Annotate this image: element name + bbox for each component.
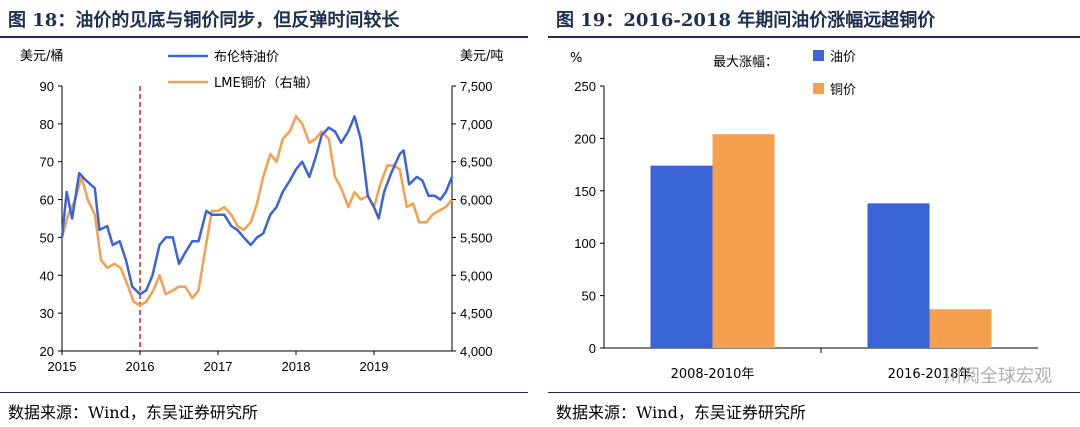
y-tick-label: 200 [574,131,596,146]
y2-tick-label: 4,000 [460,344,493,359]
x-tick-label: 2015 [48,359,77,374]
title-divider [0,36,528,38]
y2-tick-label: 6,500 [460,155,493,170]
chart-title: 图 18：油价的见底与铜价同步，但反弹时间较长 [8,10,400,31]
source-divider [548,392,1080,393]
x-tick-label: 2019 [360,359,389,374]
y-tick-label: 60 [40,193,54,208]
y-tick-label: 40 [40,268,54,283]
y2-tick-label: 7,500 [460,79,493,94]
legend-title: 最大涨幅： [713,55,778,70]
x-category-label: 2008-2010年 [671,367,755,382]
y-tick-label: 250 [574,79,596,94]
x-tick-label: 2018 [282,359,311,374]
x-tick-label: 2017 [204,359,233,374]
y2-tick-label: 6,000 [460,193,493,208]
x-category-label: 2016-2018年 [888,367,972,382]
lme-copper-line [60,115,453,307]
chart-title: 图 19：2016-2018 年期间油价涨幅远超铜价 [556,10,936,31]
y-axis-label-right: 美元/吨 [460,49,503,64]
brent-oil-line [60,115,454,296]
title-divider [548,36,1080,38]
source-divider [0,392,528,393]
y2-tick-label: 5,000 [460,268,493,283]
legend-label: 油价 [830,50,856,65]
y-tick-label: 50 [40,230,54,245]
bar-copper [712,134,775,348]
bar-chart-panel: 图 19：2016-2018 年期间油价涨幅远超铜价 % 0 50 100 150 20… [548,0,1080,427]
legend-swatch [813,50,824,61]
legend-label: 布伦特油价 [214,50,279,65]
bar-copper [929,309,992,348]
source-note: 数据来源：Wind，东吴证券研究所 [556,403,806,422]
y-axis-label-left: 美元/桶 [20,49,63,64]
bar-chart-svg: % 0 50 100 150 200 250 2008-2010年 2016-2018年 最… [570,50,1038,382]
y-tick-label: 20 [40,344,54,359]
bar-oil [867,203,930,348]
line-chart-panel: 图 18：油价的见底与铜价同步，但反弹时间较长 美元/桶 美元/吨 20 30 40… [0,0,528,427]
line-chart-svg: 美元/桶 美元/吨 20 30 40 50 60 70 80 90 4,000 4,500 5,00… [20,49,503,374]
legend-label: LME铜价（右轴） [214,76,319,91]
legend-label: 铜价 [830,83,856,98]
watermark-text: 川阅全球宏观 [944,366,1052,387]
y-tick-label: 90 [40,79,54,94]
y-tick-label: 70 [40,155,54,170]
y-tick-label: 150 [574,184,596,199]
y-tick-label: 50 [582,289,596,304]
x-tick-label: 2016 [126,359,155,374]
y-axis-label: % [570,51,582,66]
y-tick-label: 30 [40,306,54,321]
y-tick-label: 100 [574,236,596,251]
legend-swatch [813,83,824,94]
y-tick-label: 80 [40,117,54,132]
source-note: 数据来源：Wind，东吴证券研究所 [8,403,258,422]
y2-tick-label: 5,500 [460,230,493,245]
y2-tick-label: 7,000 [460,117,493,132]
bar-oil [650,165,713,348]
y2-tick-label: 4,500 [460,306,493,321]
y-tick-label: 0 [589,341,596,356]
